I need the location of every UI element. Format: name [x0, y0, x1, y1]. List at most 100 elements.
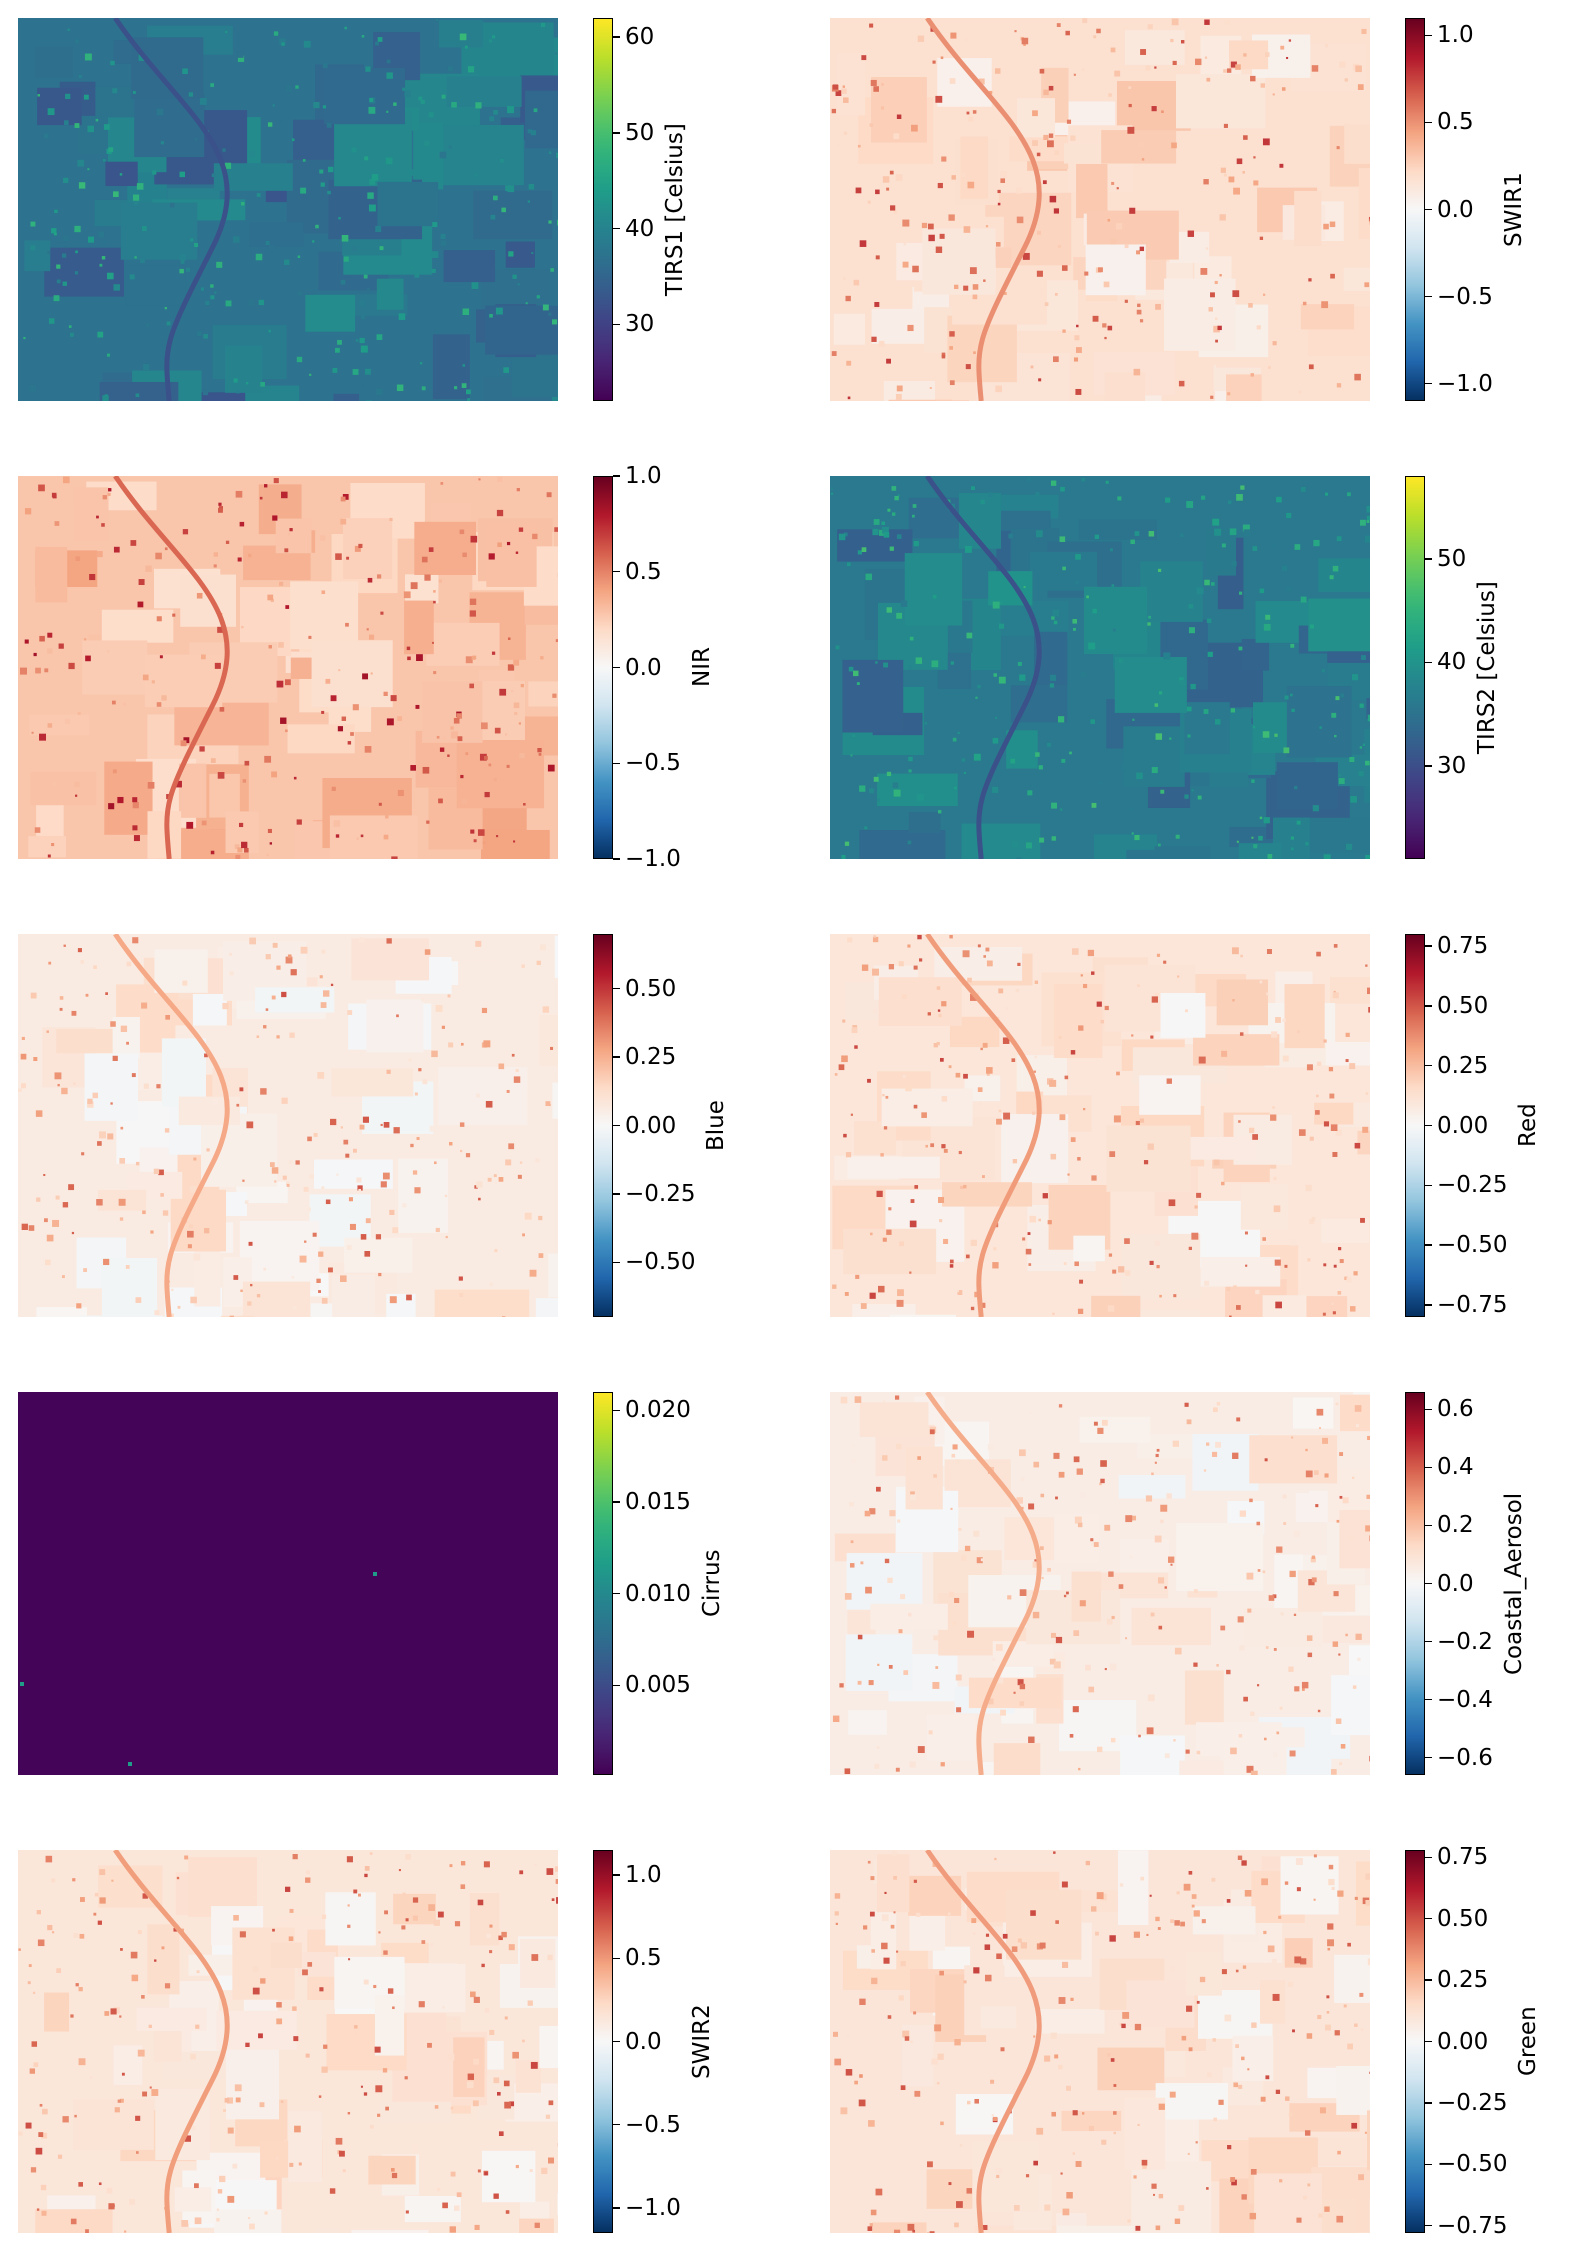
raster-pixel [1342, 2213, 1345, 2217]
raster-pixel [467, 2073, 475, 2080]
raster-parcel [1358, 168, 1370, 240]
raster-pixel [356, 1177, 362, 1183]
raster-pixel [1050, 2032, 1057, 2039]
raster-pixel [87, 168, 90, 171]
raster-pixel [1267, 854, 1273, 859]
raster-pixel [1055, 1636, 1063, 1644]
raster-parcel [846, 1553, 923, 1610]
raster-pixel [547, 1954, 553, 1961]
raster-pixel [75, 794, 78, 797]
raster-pixel [156, 108, 164, 116]
raster-pixel [835, 90, 842, 96]
raster-pixel [405, 2210, 409, 2214]
raster-pixel [845, 295, 851, 302]
raster-pixel [1076, 1468, 1083, 1475]
colorbar-tick-label: 0.005 [625, 1672, 691, 1699]
raster-pixel [1135, 2225, 1141, 2231]
raster-pixel [321, 2066, 328, 2073]
raster-pixel [1263, 1930, 1267, 1935]
raster-pixel [267, 828, 272, 834]
raster-pixel [445, 1235, 448, 1239]
raster-pixel [436, 2187, 441, 2192]
raster-pixel [335, 2137, 343, 2145]
raster-pixel [458, 1276, 463, 1281]
raster-pixel [51, 843, 55, 847]
raster-pixel [1110, 238, 1117, 245]
raster-pixel [57, 1083, 60, 1087]
raster-pixel [1065, 30, 1070, 36]
raster-pixel [1228, 176, 1235, 183]
raster-pixel [987, 1443, 995, 1451]
raster-pixel [237, 51, 244, 58]
raster-pixel [97, 1141, 102, 1146]
raster-pixel [1203, 1469, 1207, 1472]
colorbar [593, 1850, 613, 2233]
raster-pixel [1301, 1681, 1309, 1689]
raster-pixel [242, 1179, 245, 1182]
raster-pixel [354, 2025, 358, 2029]
raster-parcel [1164, 278, 1236, 351]
raster-pixel [143, 363, 150, 371]
raster-pixel [237, 55, 245, 62]
raster-pixel [447, 66, 454, 72]
raster-pixel [1340, 1744, 1346, 1749]
raster-parcel [1321, 1219, 1369, 1243]
raster-pixel [948, 2182, 952, 2186]
raster-pixel [63, 944, 66, 947]
raster-pixel [1183, 1883, 1191, 1891]
raster-pixel [978, 78, 985, 85]
raster-pixel [1094, 534, 1099, 539]
raster-pixel [448, 145, 452, 149]
raster-parcel [28, 836, 67, 858]
raster-pixel [1076, 324, 1079, 328]
raster-pixel [913, 1879, 917, 1883]
raster-pixel [1339, 61, 1346, 68]
raster-pixel [495, 835, 499, 838]
raster-pixel [123, 702, 126, 706]
raster-pixel [1294, 1956, 1302, 1964]
raster-pixel [1054, 2054, 1059, 2059]
raster-pixel [870, 79, 877, 86]
raster-pixel [1355, 1633, 1362, 1640]
raster-pixel [467, 66, 475, 73]
raster-pixel [99, 263, 103, 267]
raster-parcel [539, 2025, 558, 2069]
raster-pixel [1096, 1001, 1102, 1007]
raster-pixel [1062, 566, 1066, 571]
raster-pixel [1083, 1108, 1086, 1111]
raster-pixel [1074, 335, 1080, 341]
raster-pixel [53, 232, 57, 236]
raster-pixel [52, 1219, 60, 1227]
colorbar-tick-label: −0.4 [1437, 1686, 1493, 1713]
raster-pixel [1058, 1471, 1065, 1478]
raster-pixel [457, 736, 463, 742]
raster-pixel [889, 1510, 896, 1517]
raster-pixel [1099, 782, 1102, 785]
raster-parcel [154, 2031, 182, 2062]
raster-pixel [969, 267, 977, 275]
raster-pixel [1290, 643, 1295, 648]
raster-pixel [1275, 1301, 1282, 1309]
raster-pixel [1262, 1237, 1266, 1241]
raster-pixel [1136, 309, 1142, 315]
raster-pixel [841, 1055, 848, 1063]
raster-pixel [322, 105, 327, 109]
raster-pixel [1158, 2193, 1164, 2199]
raster-pixel [357, 384, 364, 391]
raster-parcel [314, 2228, 340, 2233]
raster-pixel [1066, 2192, 1073, 2199]
raster-pixel [1153, 2193, 1156, 2196]
raster-pixel [130, 540, 137, 546]
raster-pixel [1081, 68, 1084, 71]
raster-pixel [375, 1234, 382, 1240]
raster-pixel [1365, 1899, 1370, 1906]
raster-pixel [47, 723, 53, 728]
raster-pixel [305, 2053, 310, 2058]
raster-pixel [193, 1253, 201, 1261]
raster-pixel [1000, 2047, 1005, 2052]
raster-pixel [1236, 158, 1243, 165]
raster-pixel [1335, 1718, 1342, 1724]
raster-pixel [1016, 187, 1023, 194]
raster-pixel [265, 954, 271, 960]
raster-parcel [136, 2007, 207, 2031]
